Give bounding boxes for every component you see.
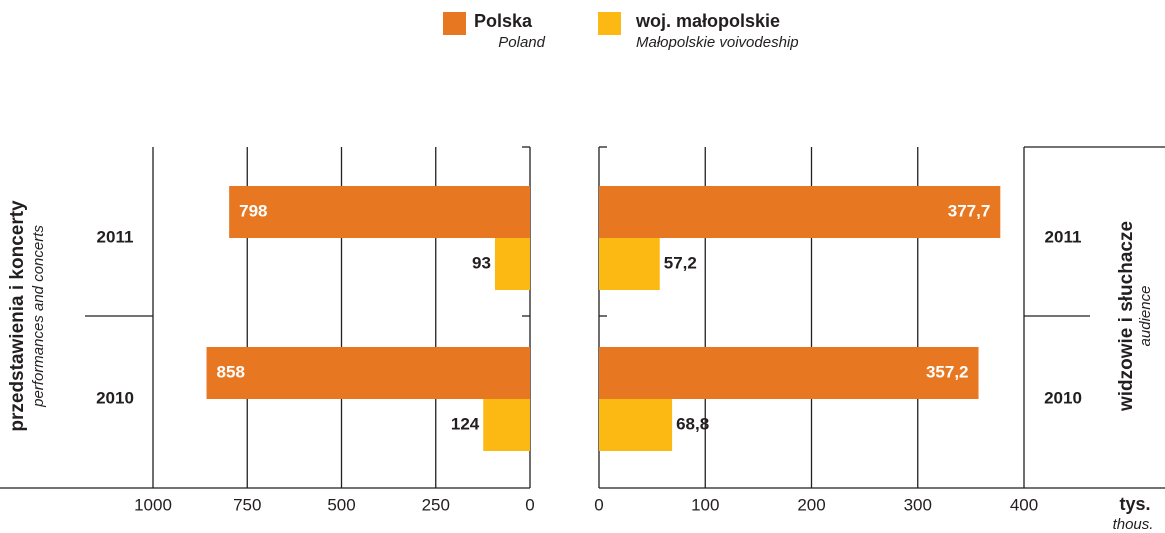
x-tick-label: 400 [1010,495,1038,514]
bar [599,347,979,399]
x-tick-label: 250 [422,495,450,514]
bar [206,347,530,399]
legend-swatch [598,12,621,35]
x-axis-label: tys. [1119,494,1150,514]
x-tick-label: 200 [797,495,825,514]
y-axis-label: widzowie i słuchacze [1116,221,1137,412]
bar [599,186,1001,238]
legend-swatch [443,12,466,35]
category-label: 2010 [96,388,134,407]
y-axis-label-translation: audience [1137,286,1154,347]
category-label: 2011 [97,227,134,246]
bar [229,186,531,238]
data-label: 93 [472,253,491,272]
legend-translation: Małopolskie voivodeship [636,34,799,51]
data-label: 124 [451,414,480,433]
bar [483,399,530,451]
x-tick-label: 300 [904,495,932,514]
x-axis-label-translation: thous. [1113,516,1154,533]
x-tick-label: 500 [327,495,355,514]
x-tick-label: 750 [233,495,261,514]
y-axis-label-translation: performances and concerts [30,225,47,408]
x-tick-label: 0 [594,495,603,514]
data-label: 357,2 [926,362,969,381]
legend-translation: Poland [498,34,545,51]
data-label: 57,2 [664,253,697,272]
data-label: 68,8 [676,414,709,433]
bar [494,238,530,290]
legend-label: Polska [474,11,533,31]
data-label: 858 [217,362,245,381]
bar [599,238,660,290]
x-tick-label: 1000 [134,495,172,514]
x-tick-label: 100 [691,495,719,514]
category-label: 2011 [1045,227,1082,246]
y-axis-label: przedstawienia i koncerty [7,200,28,432]
x-tick-label: 0 [525,495,534,514]
category-label: 2010 [1044,388,1082,407]
data-label: 798 [239,201,267,220]
data-label: 377,7 [948,201,991,220]
bar [599,399,673,451]
legend-label: woj. małopolskie [635,11,780,31]
